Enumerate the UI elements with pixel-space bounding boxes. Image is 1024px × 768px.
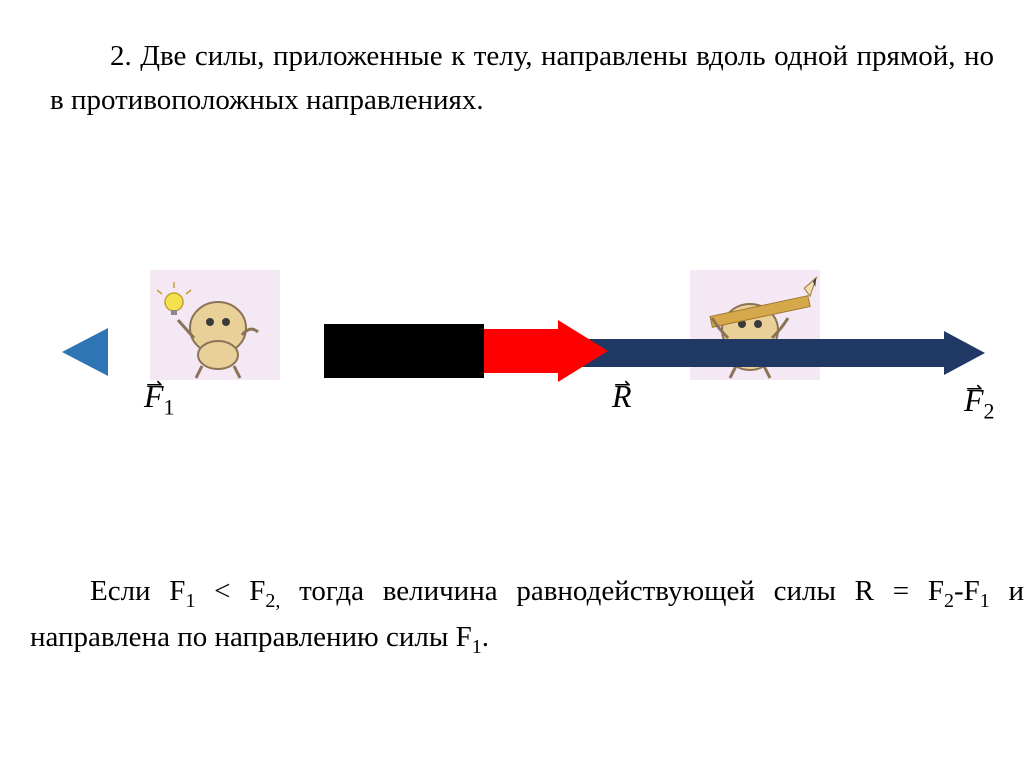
label-r: ⇀ R <box>612 378 632 415</box>
label-f2: ⇀ F2 <box>964 382 995 424</box>
arrows-svg <box>0 270 1024 470</box>
arrow-f1-blue <box>62 328 324 376</box>
paragraph-top: 2. Две силы, приложенные к телу, направл… <box>50 35 994 122</box>
paragraph-bottom: Если F1 < F2, тогда величина равнодейств… <box>30 570 1024 662</box>
force-diagram: ⇀ F1 ⇀ R ⇀ F2 <box>0 270 1024 470</box>
body-block <box>324 324 484 378</box>
label-f1: ⇀ F1 <box>144 378 175 420</box>
